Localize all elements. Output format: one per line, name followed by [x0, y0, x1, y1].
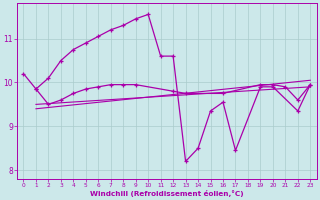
X-axis label: Windchill (Refroidissement éolien,°C): Windchill (Refroidissement éolien,°C) [90, 190, 244, 197]
